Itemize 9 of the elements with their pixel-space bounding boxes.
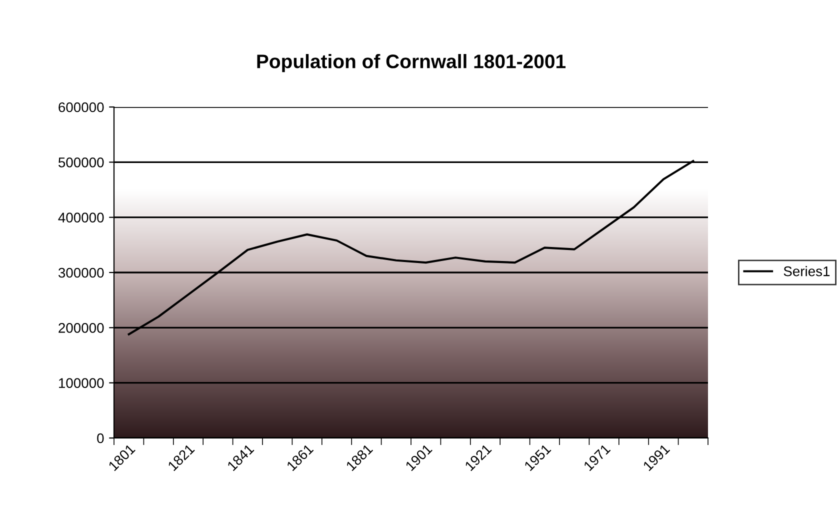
- chart-title: Population of Cornwall 1801-2001: [257, 54, 566, 72]
- y-tick-label: 300000: [58, 268, 104, 278]
- y-tick-label: 500000: [58, 158, 104, 168]
- y-tick-label: 100000: [58, 378, 104, 388]
- y-tick-label: 200000: [58, 323, 104, 333]
- y-tick-label: 600000: [58, 102, 104, 112]
- legend-label: Series1: [784, 266, 830, 276]
- y-tick-label: 400000: [58, 212, 104, 223]
- y-tick-label: 0: [97, 433, 104, 444]
